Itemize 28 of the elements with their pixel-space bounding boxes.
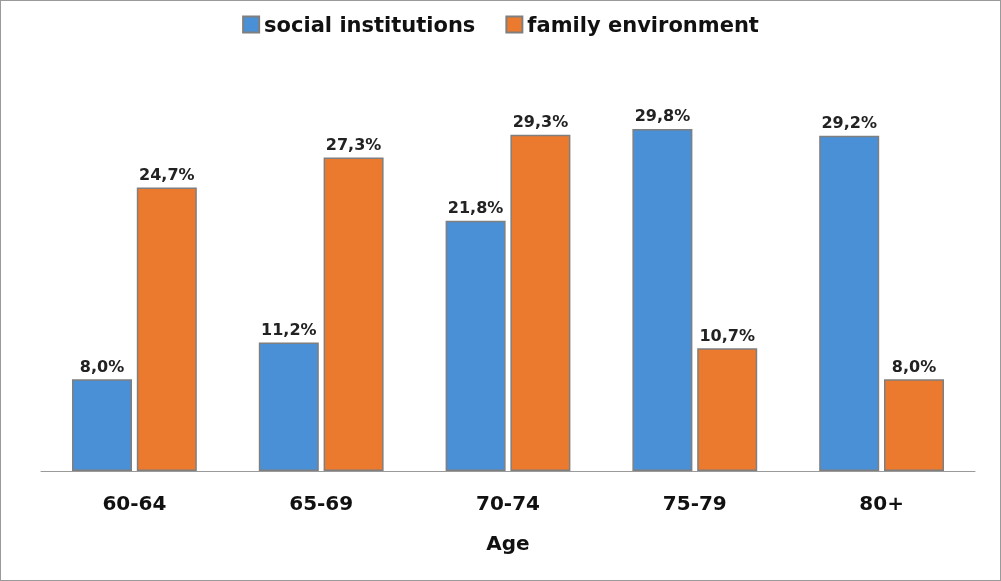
data-label: 8,0% — [891, 356, 937, 376]
bar — [884, 379, 944, 471]
legend-label: social institutions — [264, 12, 476, 37]
bar — [819, 135, 880, 471]
bar — [697, 348, 758, 471]
bar — [632, 128, 693, 471]
x-tick-label: 65-69 — [289, 491, 354, 515]
data-label: 10,7% — [699, 325, 755, 345]
data-label: 29,8% — [634, 106, 691, 126]
bar — [136, 187, 197, 471]
x-axis-title: Age — [486, 531, 530, 555]
x-tick-label: 80+ — [859, 491, 904, 515]
bar — [445, 220, 506, 471]
x-tick-label: 75-79 — [662, 491, 727, 515]
x-tick-label: 70-74 — [476, 491, 540, 515]
data-label: 24,7% — [139, 164, 195, 184]
x-tick-label: 60-64 — [102, 491, 167, 515]
data-label: 8,0% — [79, 356, 125, 376]
data-label: 29,3% — [512, 112, 569, 132]
data-label: 21,8% — [447, 198, 504, 218]
bar — [72, 379, 132, 471]
bar — [510, 134, 571, 471]
data-label: 11,2% — [261, 319, 317, 339]
bar — [323, 157, 384, 471]
bar — [258, 342, 319, 471]
data-label: 27,3% — [325, 135, 382, 155]
data-label: 29,2% — [821, 113, 877, 133]
legend-label: family environment — [527, 12, 759, 37]
